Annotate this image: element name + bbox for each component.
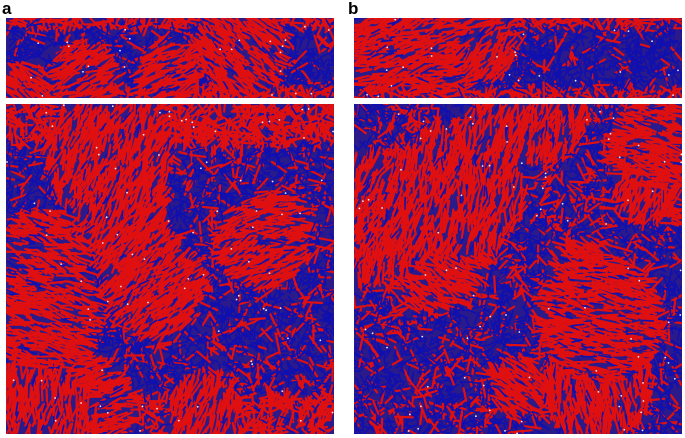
panel-label-a: a: [2, 0, 12, 18]
panel-label-b: b: [348, 0, 359, 18]
panel-b-side-view-snapshot: [354, 18, 682, 98]
panel-a-side-view-snapshot: [6, 18, 334, 98]
panel-a-top-view-snapshot: [6, 104, 334, 434]
panel-b-top-view-snapshot: [354, 104, 682, 434]
